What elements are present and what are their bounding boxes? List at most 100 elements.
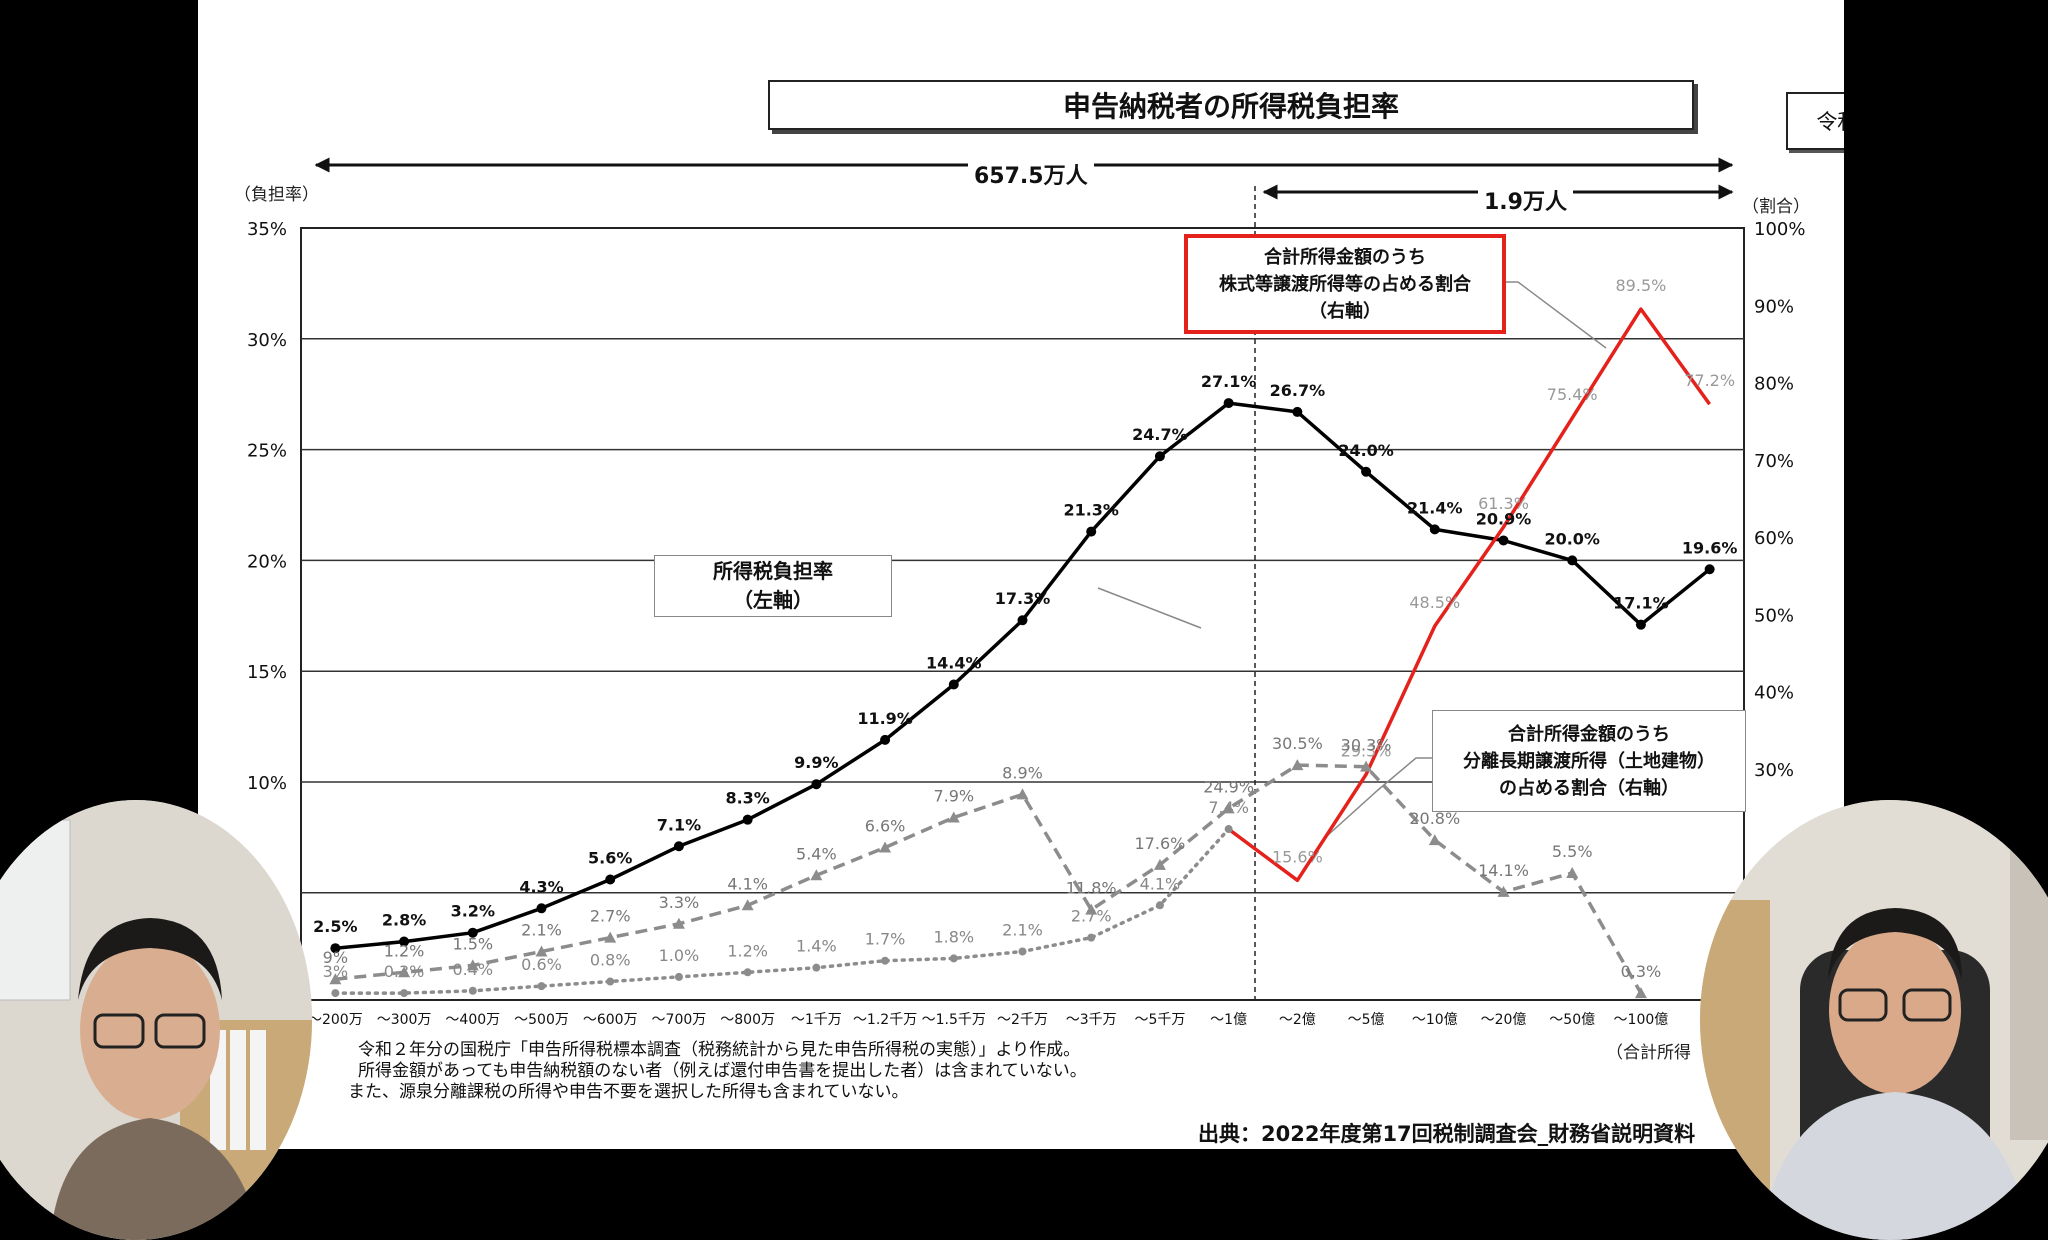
data-label: 24.7%: [1132, 425, 1188, 444]
data-point: [1634, 987, 1647, 999]
series-line-3: [333, 827, 1231, 995]
data-point: [1292, 406, 1303, 417]
data-point: [948, 679, 959, 690]
note-line-1: 令和２年分の国税庁「申告所得税標本調査（税務統計から見た申告所得税の実態）」より…: [358, 1040, 1081, 1060]
x-axis-tick: 〜1.5千万: [922, 1012, 986, 1028]
stock-ratio-callout: 合計所得金額のうち 株式等譲渡所得等の占める割合 （右軸）: [1184, 234, 1506, 334]
data-label: 2.1%: [521, 920, 562, 939]
data-label: 75.4%: [1547, 385, 1598, 404]
total-count-label: 657.5万人: [968, 158, 1094, 190]
note-line-3: また、源泉分離課税の所得や申告不要を選択した所得も含まれていない。: [348, 1082, 909, 1102]
x-axis-tick: 〜400万: [445, 1012, 500, 1028]
right-axis-tick: 30%: [1754, 760, 1794, 781]
data-label: 8.3%: [725, 789, 769, 808]
data-point: [947, 811, 960, 823]
x-axis-tick: 〜50億: [1549, 1012, 1595, 1028]
left-axis-tick: 10%: [247, 773, 287, 794]
data-point: [1087, 933, 1096, 942]
data-label: 1.7%: [865, 930, 906, 949]
x-axis-tick: 〜600万: [583, 1012, 638, 1028]
data-point: [1566, 866, 1579, 878]
data-point: [467, 927, 478, 938]
x-axis-tick: 〜200万: [308, 1012, 363, 1028]
land-ratio-callout-line-3: の占める割合（右軸）: [1499, 777, 1679, 799]
x-axis-tick: 〜100億: [1614, 1012, 1669, 1028]
data-point: [468, 986, 477, 995]
data-point: [881, 956, 890, 965]
data-label: 30.3%: [1341, 736, 1392, 755]
data-label: 14.4%: [926, 653, 982, 672]
data-label: 0.4%: [452, 960, 493, 979]
right-axis-tick: 60%: [1754, 528, 1794, 549]
land-ratio-leader: [1327, 757, 1432, 836]
data-point: [672, 917, 685, 929]
data-point: [743, 968, 752, 977]
data-label: 7.1%: [657, 815, 701, 834]
stock-ratio-callout-line-2: 株式等譲渡所得等の占める割合: [1219, 273, 1471, 295]
data-point: [605, 874, 616, 885]
data-label: 9%: [323, 948, 348, 967]
data-label: 89.5%: [1616, 276, 1667, 295]
data-point: [1429, 524, 1440, 535]
data-point: [1291, 759, 1304, 771]
data-label: 61.3%: [1478, 494, 1529, 513]
data-label: 30.5%: [1272, 734, 1323, 753]
stock-ratio-callout-line-3: （右軸）: [1309, 300, 1381, 322]
right-axis-tick: 50%: [1754, 605, 1794, 626]
data-point: [879, 841, 892, 853]
chart: 10% 15% 20% 25% 30% 35% 30% 40% 50% 60% 70% 80% 90% 1…: [247, 157, 1805, 1028]
data-point: [810, 869, 823, 881]
data-point: [1223, 398, 1234, 409]
data-point: [674, 972, 683, 981]
data-label: 2.5%: [313, 917, 357, 936]
series-line-1: [1227, 307, 1712, 883]
data-label: 0.3%: [1621, 962, 1662, 981]
left-axis-tick: 25%: [247, 441, 287, 462]
data-point: [673, 841, 684, 852]
data-label: 11.8%: [1066, 879, 1117, 898]
data-label: 8.9%: [1002, 763, 1043, 782]
data-label: 4.1%: [1140, 874, 1181, 893]
data-label: 5.6%: [588, 849, 632, 868]
subset-count-label: 1.9万人: [1478, 184, 1573, 216]
data-point: [1018, 947, 1027, 956]
data-point: [1086, 526, 1097, 537]
data-point: [1498, 535, 1509, 546]
data-label: 0.3%: [384, 962, 425, 981]
data-point: [398, 966, 411, 978]
x-axis-tick: 〜1億: [1210, 1012, 1247, 1028]
data-point: [811, 779, 822, 790]
x-axis-tick: 〜2億: [1279, 1012, 1316, 1028]
data-label: 0.8%: [590, 951, 631, 970]
left-axis-tick: 20%: [247, 551, 287, 572]
right-axis-tick: 70%: [1754, 451, 1794, 472]
left-axis-tick: 30%: [247, 330, 287, 351]
data-label: 6.6%: [865, 817, 906, 836]
left-axis-unit: （負担率）: [234, 185, 319, 205]
data-label: 17.1%: [1613, 594, 1669, 613]
data-label: 11.9%: [857, 709, 913, 728]
stock-ratio-callout-line-1: 合計所得金額のうち: [1264, 246, 1426, 268]
data-label: 1.4%: [796, 937, 837, 956]
data-point: [1567, 555, 1578, 566]
data-label: 29.3%: [1341, 741, 1392, 760]
data-point: [606, 977, 615, 986]
data-label: 20.8%: [1409, 809, 1460, 828]
data-label: 48.5%: [1409, 593, 1460, 612]
note-line-2: 所得金額があっても申告納税額のない者（例えば還付申告書を提出した者）は含まれてい…: [358, 1061, 1087, 1081]
data-label: 2.7%: [590, 907, 631, 926]
data-point: [466, 959, 479, 971]
data-label: 1.2%: [727, 941, 768, 960]
data-point: [535, 945, 548, 957]
data-label: 3.3%: [659, 893, 700, 912]
data-point: [949, 954, 958, 963]
source-credit: 出典：2022年度第17回税制調査会_財務省説明資料: [1198, 1122, 1696, 1146]
tax-rate-callout-line-2: （左軸）: [733, 588, 813, 612]
data-label: 7.9%: [933, 787, 974, 806]
data-label: 9.9%: [794, 753, 838, 772]
chart-notes: 令和２年分の国税庁「申告所得税標本調査（税務統計から見た申告所得税の実態）」より…: [348, 1040, 1087, 1103]
data-point: [1085, 903, 1098, 915]
data-point: [1016, 788, 1029, 800]
data-label: 4.1%: [727, 874, 768, 893]
data-point: [742, 814, 753, 825]
